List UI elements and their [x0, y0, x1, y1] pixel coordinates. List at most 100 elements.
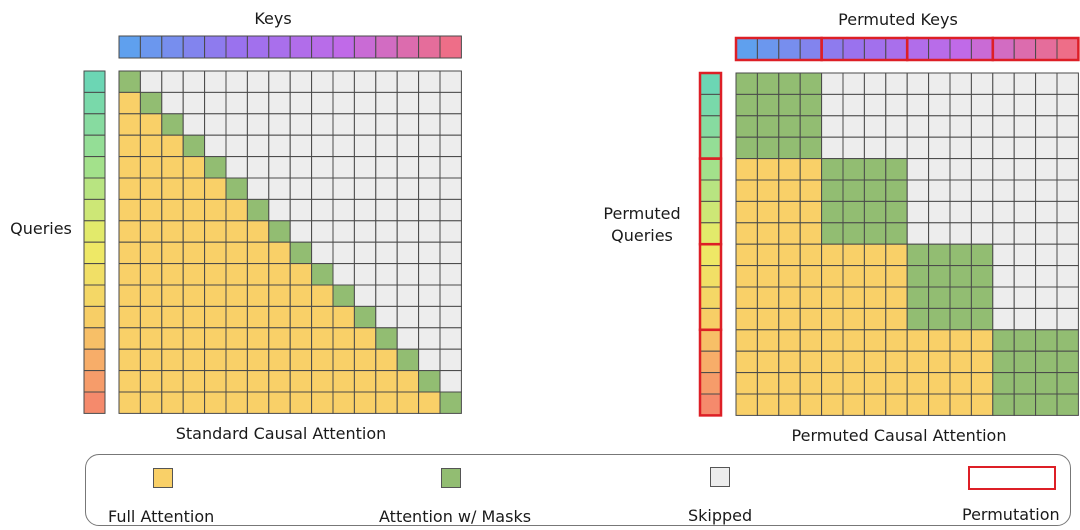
skipped-cell: [418, 220, 441, 243]
full-attention-cell: [161, 327, 184, 350]
full-attention-cell: [332, 305, 355, 329]
left-queries-strip: [83, 70, 106, 414]
full-attention-cell: [821, 393, 844, 416]
mask-cell: [906, 307, 930, 331]
key-cell: [246, 35, 270, 59]
full-attention-cell: [268, 263, 291, 286]
key-cell: [756, 37, 780, 61]
query-cell: [83, 391, 106, 414]
full-attention-cell: [118, 327, 141, 350]
full-attention-cell: [139, 391, 163, 414]
skipped-cell: [353, 156, 377, 179]
query-cell: [83, 284, 106, 307]
key-cell: [949, 37, 972, 61]
full-attention-cell: [735, 179, 758, 202]
skipped-cell: [928, 158, 951, 181]
mask-cell: [204, 156, 227, 179]
full-attention-cell: [289, 348, 313, 372]
skipped-cell: [161, 91, 184, 115]
query-cell: [699, 286, 722, 309]
skipped-cell: [311, 156, 334, 179]
skipped-cell: [949, 179, 972, 202]
full-attention-cell: [311, 284, 334, 307]
full-attention-cell: [735, 372, 758, 395]
full-attention-cell: [118, 370, 141, 393]
full-attention-cell: [204, 305, 227, 329]
skipped-cell: [885, 115, 908, 138]
skipped-cell: [332, 113, 355, 136]
full-attention-cell: [842, 286, 865, 309]
full-attention-cell: [778, 179, 801, 202]
full-attention-cell: [139, 156, 163, 179]
skipped-cell: [970, 222, 994, 245]
skipped-cell: [439, 348, 462, 372]
mask-cell: [970, 307, 994, 331]
mask-cell: [311, 263, 334, 286]
query-cell: [83, 370, 106, 393]
skipped-cell: [439, 284, 462, 307]
query-cell: [83, 156, 106, 179]
query-cell: [83, 348, 106, 372]
skipped-cell: [1056, 179, 1079, 202]
skipped-cell: [1035, 307, 1058, 331]
full-attention-cell: [821, 243, 844, 267]
full-attention-cell: [225, 263, 248, 286]
skipped-cell: [1056, 93, 1079, 117]
full-attention-cell: [756, 286, 780, 309]
mask-cell: [756, 115, 780, 138]
key-cell: [182, 35, 206, 59]
skipped-cell: [332, 241, 355, 265]
full-attention-cell: [863, 265, 887, 288]
mask-cell: [821, 222, 844, 245]
skipped-cell: [204, 70, 227, 93]
full-attention-cell: [139, 370, 163, 393]
full-attention-cell: [161, 177, 184, 200]
mask-cell: [842, 222, 865, 245]
full-attention-cell: [842, 350, 865, 374]
key-cell: [1035, 37, 1058, 61]
skipped-cell: [353, 177, 377, 200]
full-attention-cell: [885, 265, 908, 288]
full-attention-cell: [246, 284, 270, 307]
skipped-cell: [225, 134, 248, 158]
full-attention-cell: [118, 284, 141, 307]
full-attention-cell: [842, 307, 865, 331]
full-attention-cell: [778, 350, 801, 374]
key-cell: [268, 35, 291, 59]
skipped-cell: [289, 198, 313, 222]
skipped-cell: [353, 263, 377, 286]
full-attention-cell: [799, 329, 823, 352]
mask-cell: [992, 329, 1015, 352]
full-attention-cell: [182, 327, 206, 350]
key-cell: [118, 35, 141, 59]
skipped-cell: [1056, 158, 1079, 181]
full-attention-cell: [353, 391, 377, 414]
mask-cell: [1013, 372, 1037, 395]
permutation-label: Permutation: [962, 505, 1060, 524]
full-attention-cell: [182, 348, 206, 372]
permuted-causal-attention-title: Permuted Causal Attention: [791, 426, 1007, 445]
full-attention-cell: [885, 350, 908, 374]
mask-cell: [375, 327, 398, 350]
skipped-cell: [906, 72, 930, 95]
key-cell: [311, 35, 334, 59]
skipped-cell: [1056, 115, 1079, 138]
full-attention-cell: [139, 134, 163, 158]
skipped-cell: [992, 200, 1015, 224]
skipped-cell: [1035, 72, 1058, 95]
key-cell: [992, 37, 1015, 61]
skipped-cell: [289, 70, 313, 93]
key-cell: [1056, 37, 1079, 61]
full-attention-cell: [821, 307, 844, 331]
full-attention-cell: [139, 198, 163, 222]
skipped-cell: [332, 134, 355, 158]
mask-cell: [992, 372, 1015, 395]
skipped-cell: [418, 263, 441, 286]
mask-cell: [842, 179, 865, 202]
mask-cell: [246, 198, 270, 222]
skipped-cell: [268, 177, 291, 200]
mask-cell: [396, 348, 420, 372]
full-attention-cell: [799, 243, 823, 267]
skipped-cell: [182, 113, 206, 136]
skipped-cell: [225, 113, 248, 136]
